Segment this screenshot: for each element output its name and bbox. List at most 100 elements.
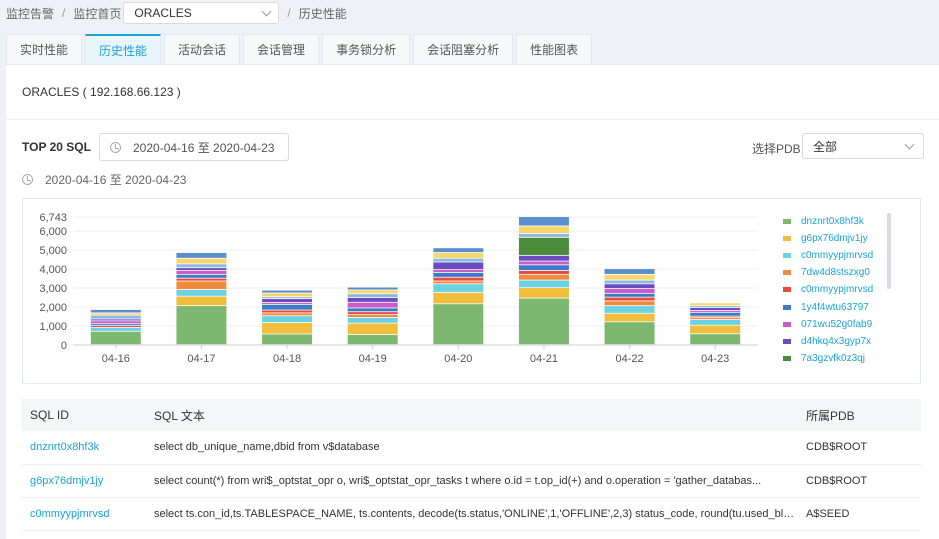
chart-bar-segment[interactable] bbox=[604, 274, 655, 280]
legend-item[interactable]: 071wu52g0fab9 bbox=[783, 316, 893, 333]
chart-bar-segment[interactable] bbox=[90, 315, 141, 319]
chart-bar-segment[interactable] bbox=[604, 297, 655, 301]
legend-item[interactable]: 7dw4d8stszxg0 bbox=[783, 264, 893, 281]
chart-bar-segment[interactable] bbox=[90, 319, 141, 321]
chart-bar-segment[interactable] bbox=[518, 217, 569, 226]
chart-bar-segment[interactable] bbox=[90, 324, 141, 326]
chart-bar-segment[interactable] bbox=[690, 325, 741, 334]
chart-bar-segment[interactable] bbox=[347, 302, 398, 308]
chart-bar-segment[interactable] bbox=[90, 313, 141, 315]
chart-bar-segment[interactable] bbox=[518, 274, 569, 280]
chart-bar-segment[interactable] bbox=[690, 306, 741, 308]
chart-bar-segment[interactable] bbox=[90, 326, 141, 328]
chart-bar-segment[interactable] bbox=[604, 289, 655, 293]
chart-bar-segment[interactable] bbox=[262, 316, 313, 323]
chart-bar-segment[interactable] bbox=[433, 304, 484, 345]
date-range-picker[interactable]: 2020-04-16 至 2020-04-23 bbox=[99, 133, 289, 161]
chart-bar-segment[interactable] bbox=[518, 270, 569, 274]
chart-bar-segment[interactable] bbox=[90, 321, 141, 324]
chart-bar-segment[interactable] bbox=[347, 315, 398, 318]
chart-bar-segment[interactable] bbox=[433, 270, 484, 273]
chart-bar-segment[interactable] bbox=[690, 303, 741, 306]
legend-item[interactable]: g6px76dmjv1jy bbox=[783, 230, 893, 247]
chart-bar-segment[interactable] bbox=[262, 297, 313, 299]
chart-bar-segment[interactable] bbox=[176, 270, 227, 274]
sql-id-link[interactable]: dnznrt0x8hf3k bbox=[22, 431, 146, 465]
chart-bar-segment[interactable] bbox=[347, 317, 398, 323]
chart-bar-segment[interactable] bbox=[604, 301, 655, 306]
chart-bar-segment[interactable] bbox=[433, 252, 484, 258]
chart-bar-segment[interactable] bbox=[604, 269, 655, 274]
chart-bar-segment[interactable] bbox=[176, 268, 227, 271]
chart-bar-segment[interactable] bbox=[433, 284, 484, 292]
breadcrumb-home[interactable]: 监控首页 bbox=[73, 6, 122, 21]
chart-bar-segment[interactable] bbox=[176, 289, 227, 296]
legend-item[interactable]: c0mmyypjmrvsd bbox=[783, 247, 893, 264]
legend-scrollbar[interactable] bbox=[887, 213, 891, 289]
chart-bar-segment[interactable] bbox=[176, 306, 227, 345]
chart-bar-segment[interactable] bbox=[604, 280, 655, 284]
chart-bar-segment[interactable] bbox=[262, 304, 313, 310]
chart-bar-segment[interactable] bbox=[347, 312, 398, 315]
chart-bar-segment[interactable] bbox=[433, 262, 484, 270]
chart-bar-segment[interactable] bbox=[604, 284, 655, 289]
chart-bar-segment[interactable] bbox=[690, 312, 741, 316]
tab-realtime[interactable]: 实时性能 bbox=[6, 34, 83, 64]
chart-bar-segment[interactable] bbox=[433, 272, 484, 277]
chart-bar-segment[interactable] bbox=[347, 334, 398, 345]
chart-bar-segment[interactable] bbox=[262, 322, 313, 334]
chart-bar-segment[interactable] bbox=[604, 306, 655, 313]
chart-bar-segment[interactable] bbox=[518, 233, 569, 237]
legend-item[interactable]: d4hkq4x3gyp7x bbox=[783, 333, 893, 350]
chart-bar-segment[interactable] bbox=[690, 319, 741, 325]
chart-bar-segment[interactable] bbox=[176, 252, 227, 258]
chart-bar-segment[interactable] bbox=[604, 322, 655, 345]
chart-bar-segment[interactable] bbox=[176, 296, 227, 306]
chart-bar-segment[interactable] bbox=[262, 290, 313, 293]
chart-bar-segment[interactable] bbox=[518, 237, 569, 255]
chart-bar-segment[interactable] bbox=[262, 334, 313, 345]
chart-bar-segment[interactable] bbox=[176, 264, 227, 268]
legend-item[interactable]: dnznrt0x8hf3k bbox=[783, 213, 893, 230]
chart-bar-segment[interactable] bbox=[176, 274, 227, 278]
breadcrumb-alert[interactable]: 监控告警 bbox=[6, 6, 55, 21]
chart-bar-segment[interactable] bbox=[604, 293, 655, 297]
chart-bar-segment[interactable] bbox=[90, 309, 141, 313]
legend-item[interactable]: c0mmyypjmrvsd bbox=[783, 281, 893, 298]
chart-bar-segment[interactable] bbox=[90, 331, 141, 345]
chart-bar-segment[interactable] bbox=[433, 258, 484, 262]
legend-item[interactable]: 7a3gzvfk0z3qj bbox=[783, 350, 893, 367]
chart-bar-segment[interactable] bbox=[176, 278, 227, 281]
chart-bar-segment[interactable] bbox=[518, 280, 569, 288]
chart-bar-segment[interactable] bbox=[347, 297, 398, 302]
chart-bar-segment[interactable] bbox=[604, 313, 655, 322]
chart-bar-segment[interactable] bbox=[690, 310, 741, 312]
chart-bar-segment[interactable] bbox=[262, 302, 313, 304]
tab-history[interactable]: 历史性能 bbox=[85, 34, 162, 64]
chart-bar-segment[interactable] bbox=[347, 287, 398, 290]
legend-item[interactable]: 1y4f4wtu63797 bbox=[783, 298, 893, 315]
database-select[interactable]: ORACLES bbox=[123, 2, 280, 24]
tab-charts[interactable]: 性能图表 bbox=[516, 34, 593, 64]
chart-bar-segment[interactable] bbox=[433, 292, 484, 304]
chart-bar-segment[interactable] bbox=[347, 308, 398, 312]
chart-bar-segment[interactable] bbox=[518, 288, 569, 298]
chart-bar-segment[interactable] bbox=[518, 265, 569, 271]
chart-bar-segment[interactable] bbox=[176, 281, 227, 290]
chart-bar-segment[interactable] bbox=[90, 327, 141, 331]
tab-session-management[interactable]: 会话管理 bbox=[243, 34, 320, 64]
sql-id-link[interactable]: g6px76dmjv1jy bbox=[22, 464, 146, 498]
chart-bar-segment[interactable] bbox=[690, 334, 741, 345]
tab-lock-analysis[interactable]: 事务锁分析 bbox=[322, 34, 411, 64]
chart-bar-segment[interactable] bbox=[262, 293, 313, 297]
tab-active-sessions[interactable]: 活动会话 bbox=[164, 34, 241, 64]
chart-bar-segment[interactable] bbox=[347, 290, 398, 294]
pdb-select[interactable]: 全部 bbox=[802, 133, 924, 159]
chart-bar-segment[interactable] bbox=[262, 310, 313, 313]
chart-bar-segment[interactable] bbox=[347, 323, 398, 335]
chart-bar-segment[interactable] bbox=[518, 298, 569, 345]
tab-blocking-analysis[interactable]: 会话阻塞分析 bbox=[413, 34, 514, 64]
chart-bar-segment[interactable] bbox=[518, 261, 569, 265]
chart-bar-segment[interactable] bbox=[518, 255, 569, 261]
chart-bar-segment[interactable] bbox=[518, 226, 569, 234]
